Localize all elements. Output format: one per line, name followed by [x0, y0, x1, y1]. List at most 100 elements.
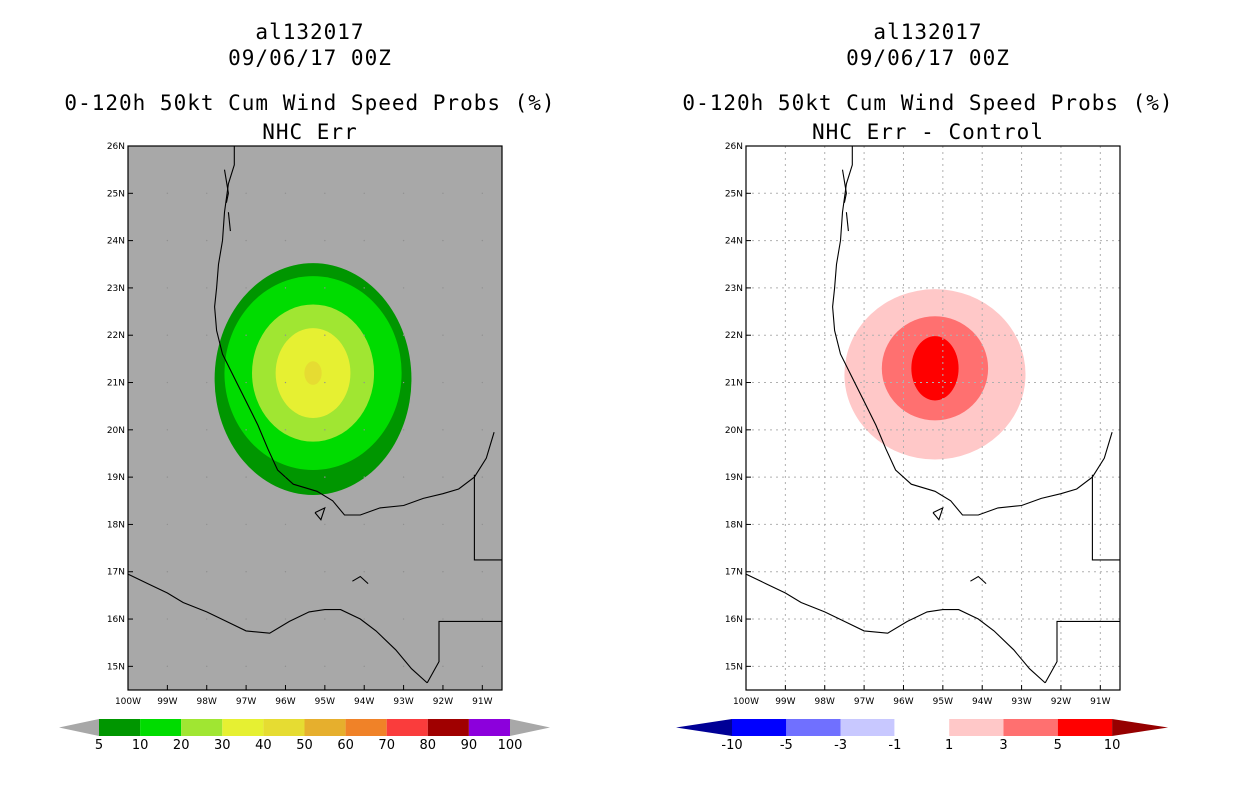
legend-label: 50 [296, 738, 313, 753]
grid-dot [324, 571, 326, 573]
lat-label: 23N [725, 284, 743, 294]
grid-dot [402, 618, 405, 620]
legend-swatch [386, 719, 428, 736]
grid-dot [402, 523, 405, 526]
lake-outline [314, 506, 326, 521]
grid-dot [402, 571, 405, 573]
gulf-coastline [832, 146, 1113, 516]
legend-swatch [732, 719, 787, 736]
grid-dot [363, 239, 365, 242]
grid-dot [442, 334, 444, 336]
legend-swatch [345, 719, 387, 736]
grid-dot [442, 381, 444, 384]
legend-label: 5 [1054, 738, 1062, 753]
legend-label: 20 [173, 738, 190, 753]
lat-label: 15N [107, 662, 125, 672]
left-datetime: 09/06/17 00Z [228, 46, 392, 70]
border-line [1044, 620, 1120, 684]
grid-dot [206, 571, 208, 573]
grid-dot [284, 665, 287, 668]
grid-dot [363, 381, 365, 384]
grid-dot [206, 287, 208, 289]
grid-dot [402, 429, 405, 431]
legend-swatch [140, 719, 182, 736]
lon-label: 93W [1011, 697, 1031, 707]
legend-label: 40 [255, 738, 272, 753]
legend-label: 80 [420, 738, 437, 753]
grid-dot [206, 618, 208, 620]
grid-dot [166, 523, 169, 526]
grid-dot [481, 334, 484, 336]
pacific-coastline [127, 573, 428, 684]
grid-dot [245, 476, 247, 478]
lon-label: 95W [933, 697, 953, 707]
legend-arrow-low [676, 719, 732, 736]
lat-label: 16N [725, 615, 743, 625]
grid-dot [245, 334, 247, 336]
lat-label: 22N [725, 331, 743, 341]
grid-dot [284, 239, 287, 242]
legend-label: 70 [378, 738, 395, 753]
probability-contour [911, 336, 959, 401]
lat-label: 23N [107, 284, 125, 294]
grid-dot [166, 665, 169, 668]
lat-label: 26N [107, 142, 125, 152]
grid-dot [284, 618, 287, 620]
grid-dot [363, 618, 365, 620]
grid-dot [245, 239, 247, 242]
grid-dot [284, 287, 287, 289]
grid-dot [481, 239, 484, 242]
grid-dot [442, 476, 444, 478]
grid-dot [481, 618, 484, 620]
grid-dot [324, 381, 326, 384]
legend-label: 5 [95, 738, 103, 753]
lagoon-outline [970, 575, 987, 585]
grid-dot [324, 665, 326, 668]
grid-dot [363, 571, 365, 573]
border-line [426, 620, 502, 684]
grid-dot [166, 571, 169, 573]
grid-dot [481, 665, 484, 668]
grid-dot [363, 523, 365, 526]
legend-label: 90 [461, 738, 478, 753]
grid-dot [324, 523, 326, 526]
lon-label: 100W [115, 697, 141, 707]
grid-dot [284, 571, 287, 573]
lon-label: 95W [315, 697, 335, 707]
left-product-title: 0-120h 50kt Cum Wind Speed Probs (%) [64, 91, 556, 115]
grid-dot [206, 334, 208, 336]
lat-label: 24N [725, 237, 743, 247]
legend-swatch [99, 719, 141, 736]
lon-label: 93W [393, 697, 413, 707]
lat-label: 25N [107, 189, 125, 199]
grid-dot [166, 476, 169, 478]
lon-label: 98W [815, 697, 835, 707]
grid-dot [206, 381, 208, 384]
grid-dot [402, 476, 405, 478]
border-line [473, 474, 502, 561]
grid-dot [442, 287, 444, 289]
lat-label: 20N [725, 426, 743, 436]
legend-swatch [840, 719, 895, 736]
legend-swatch [181, 719, 223, 736]
left-storm-id: al132017 [255, 20, 365, 44]
grid-dot [166, 239, 169, 242]
lat-label: 19N [725, 473, 743, 483]
grid-dot [284, 429, 287, 431]
legend-label: 100 [498, 738, 523, 753]
grid-dot [245, 429, 247, 431]
grid-dot [284, 334, 287, 336]
grid-dot [245, 287, 247, 289]
grid-dot [284, 523, 287, 526]
grid-dot [363, 192, 365, 195]
lon-label: 94W [972, 697, 992, 707]
lat-label: 20N [107, 426, 125, 436]
legend-swatch [894, 718, 950, 737]
legend-label: 3 [999, 738, 1007, 753]
grid-dot [402, 192, 405, 195]
grid-dot [363, 429, 365, 431]
lat-label: 18N [107, 520, 125, 530]
map-frame [127, 145, 503, 691]
grid-dot [481, 287, 484, 289]
